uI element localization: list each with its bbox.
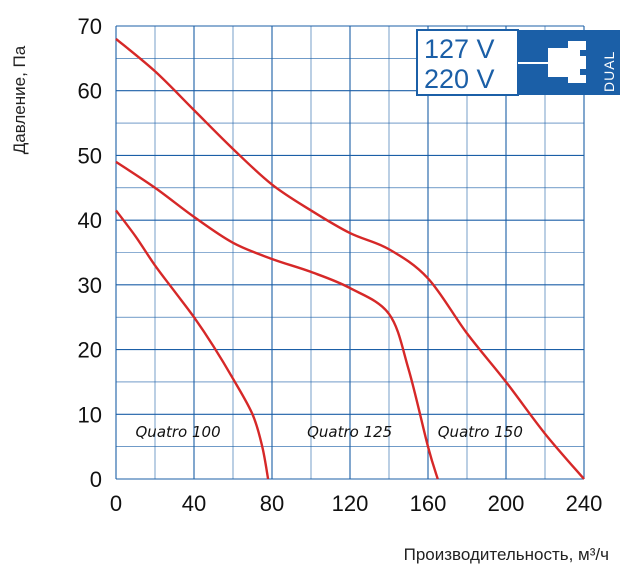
series-line-1 <box>115 209 270 480</box>
dual-label: DUAL <box>601 51 617 92</box>
voltage-220: 220 V <box>424 64 495 94</box>
y-tick-label: 50 <box>78 143 102 168</box>
chart-curves <box>115 38 585 480</box>
x-tick-label: 240 <box>566 491 603 516</box>
series-label-3: Quatro 150 <box>438 423 523 441</box>
chart-grid <box>115 25 585 480</box>
x-axis-label: Производительность, м³/ч <box>404 545 609 564</box>
y-tick-label: 30 <box>78 273 102 298</box>
series-label-2: Quatro 125 <box>307 423 392 441</box>
voltage-badge: 127 V 220 V DUAL <box>416 29 620 96</box>
y-tick-label: 0 <box>90 467 102 492</box>
voltage-127: 127 V <box>424 34 495 64</box>
x-tick-label: 160 <box>410 491 447 516</box>
series-line-2 <box>115 160 439 480</box>
y-tick-label: 40 <box>78 208 102 233</box>
chart-ticks: 0 40 80 120 160 200 240 0 10 20 30 40 50 60 70 <box>78 14 603 516</box>
y-axis-label: Давление, Па <box>10 45 29 154</box>
x-tick-label: 80 <box>260 491 284 516</box>
y-tick-label: 70 <box>78 14 102 39</box>
y-tick-label: 10 <box>78 402 102 427</box>
x-tick-label: 200 <box>488 491 525 516</box>
y-tick-label: 20 <box>78 338 102 363</box>
series-label-1: Quatro 100 <box>136 423 221 441</box>
series-line-3 <box>115 38 585 480</box>
x-tick-label: 40 <box>182 491 206 516</box>
x-tick-label: 0 <box>110 491 122 516</box>
y-tick-label: 60 <box>78 79 102 104</box>
power-plug-icon <box>518 41 586 83</box>
curve-labels: Quatro 100 Quatro 125 Quatro 150 <box>136 423 523 441</box>
x-tick-label: 120 <box>332 491 369 516</box>
